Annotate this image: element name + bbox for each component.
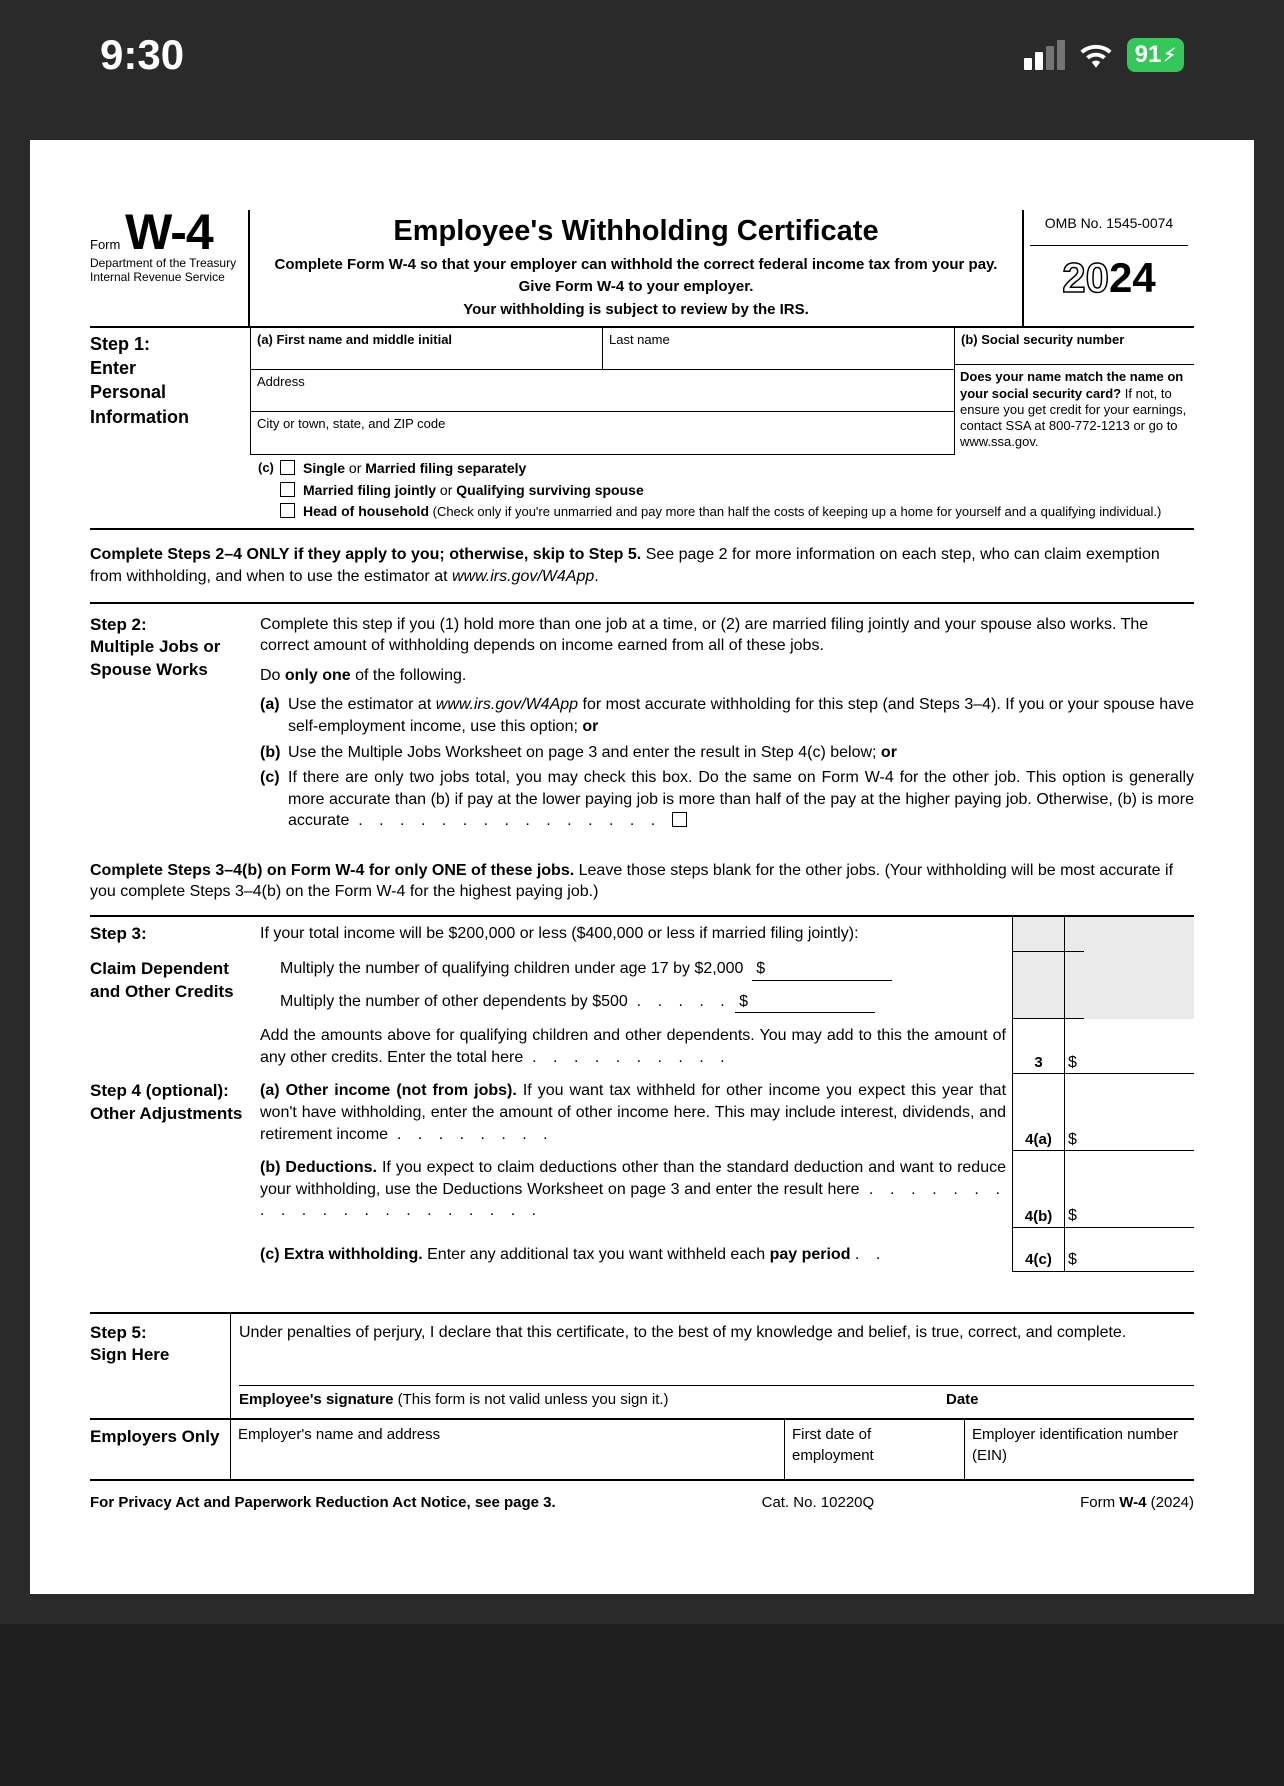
step-4a-row: Step 4 (optional):Other Adjustments (a) … [90, 1074, 1194, 1151]
employer-name-address-field[interactable]: Employer's name and address [230, 1420, 784, 1479]
header-line-2: Give Form W-4 to your employer. [260, 277, 1012, 297]
step-2: Step 2: Multiple Jobs or Spouse Works Co… [90, 604, 1194, 848]
perjury-declaration: Under penalties of perjury, I declare th… [239, 1322, 1194, 1344]
line-4a-num: 4(a) [1012, 1074, 1064, 1151]
charging-icon: ⚡︎ [1163, 45, 1176, 66]
line-4c-dollar: $ [1064, 1228, 1084, 1272]
instruction-steps-2-4: Complete Steps 2–4 ONLY if they apply to… [90, 530, 1194, 603]
step-3-intro-row: Step 3: If your total income will be $20… [90, 917, 1194, 952]
line-4b-amount[interactable] [1084, 1151, 1194, 1228]
form-word: Form [90, 237, 120, 252]
step-3-kids-line: Multiply the number of qualifying childr… [280, 958, 1006, 981]
step-4b-row: (b) Deductions. If you expect to claim d… [90, 1151, 1194, 1228]
step-3-label-2: Claim Dependent and Other Credits [90, 952, 260, 1019]
step-4-label: Step 4 (optional):Other Adjustments [90, 1074, 260, 1151]
step-1: Step 1: Enter Personal Information (a) F… [90, 328, 1194, 530]
c-label: (c) [254, 459, 280, 525]
form-header: Form W-4 Department of the Treasury Inte… [90, 210, 1194, 328]
kids-amount-field[interactable]: $ [752, 958, 892, 981]
step-2-do-only-one: Do only one of the following. [260, 665, 1194, 687]
city-state-zip-field[interactable]: City or town, state, and ZIP code [250, 412, 954, 454]
step-1-fields: (a) First name and middle initial Last n… [250, 328, 954, 455]
step-3-others-line: Multiply the number of other dependents … [280, 991, 1006, 1014]
first-date-employment-field[interactable]: First date of employment [784, 1420, 964, 1479]
filing-single[interactable]: Single or Married filing separately [280, 459, 1190, 478]
step-2-intro: Complete this step if you (1) hold more … [260, 614, 1194, 657]
catalog-number: Cat. No. 10220Q [762, 1493, 875, 1513]
filing-mfj[interactable]: Married filing jointly or Qualifying sur… [280, 481, 1190, 500]
form-footer: For Privacy Act and Paperwork Reduction … [90, 1481, 1194, 1513]
line-3-num: 3 [1012, 1019, 1064, 1074]
battery-percent: 91 [1135, 41, 1162, 69]
checkbox-mfj[interactable] [280, 482, 295, 497]
form-title-block: Employee's Withholding Certificate Compl… [250, 210, 1024, 326]
form-year: 2024 [1030, 250, 1188, 307]
header-line-1: Complete Form W-4 so that your employer … [260, 255, 1012, 275]
line-4c-amount[interactable] [1084, 1228, 1194, 1272]
form-id-block: Form W-4 Department of the Treasury Inte… [90, 210, 250, 326]
step-2-label: Step 2: Multiple Jobs or Spouse Works [90, 614, 260, 836]
form-number: W-4 [125, 204, 213, 260]
last-name-field[interactable]: Last name [602, 328, 954, 369]
wifi-icon [1079, 42, 1113, 68]
line-4c-num: 4(c) [1012, 1228, 1064, 1272]
dept-line-2: Internal Revenue Service [90, 270, 242, 284]
steps-3-4: Step 3: If your total income will be $20… [90, 917, 1194, 1271]
step-3-label: Step 3: [90, 917, 260, 952]
step-3-total-row: Add the amounts above for qualifying chi… [90, 1019, 1194, 1074]
instruction-steps-3-4b: Complete Steps 3–4(b) on Form W-4 for on… [90, 848, 1194, 917]
form-w4-document: Form W-4 Department of the Treasury Inte… [30, 140, 1254, 1594]
step-2-opt-c: (c)If there are only two jobs total, you… [260, 767, 1194, 832]
step-2-opt-a: (a)Use the estimator at www.irs.gov/W4Ap… [260, 694, 1194, 737]
employers-only-label: Employers Only [90, 1420, 230, 1479]
step-2-body: Complete this step if you (1) hold more … [260, 614, 1194, 836]
ein-field[interactable]: Employer identification number (EIN) [964, 1420, 1194, 1479]
omb-year-block: OMB No. 1545-0074 2024 [1024, 210, 1194, 326]
status-time: 9:30 [100, 31, 184, 79]
status-bar: 9:30 91⚡︎ [0, 0, 1284, 110]
line-4b-dollar: $ [1064, 1151, 1084, 1228]
step-2-opt-b: (b)Use the Multiple Jobs Worksheet on pa… [260, 742, 1194, 764]
line-4a-dollar: $ [1064, 1074, 1084, 1151]
first-name-field[interactable]: (a) First name and middle initial [250, 328, 602, 369]
step-3-kids-row: Claim Dependent and Other Credits Multip… [90, 952, 1194, 1019]
step-1-label: Step 1: Enter Personal Information [90, 328, 250, 455]
step-5-label: Step 5: Sign Here [90, 1314, 230, 1419]
name-match-note: Does your name match the name on your so… [955, 365, 1194, 454]
privacy-act-notice: For Privacy Act and Paperwork Reduction … [90, 1493, 556, 1513]
step-4c-row: (c) Extra withholding. Enter any additio… [90, 1228, 1194, 1272]
step-5: Step 5: Sign Here Under penalties of per… [90, 1312, 1194, 1419]
employers-only-row: Employers Only Employer's name and addre… [90, 1418, 1194, 1481]
dept-line-1: Department of the Treasury [90, 256, 242, 270]
step-3-intro: If your total income will be $200,000 or… [260, 917, 1012, 952]
line-3-dollar: $ [1064, 1019, 1084, 1074]
omb-number: OMB No. 1545-0074 [1030, 214, 1188, 246]
signature-date-field[interactable]: Date [934, 1385, 1194, 1410]
battery-indicator: 91⚡︎ [1127, 38, 1184, 72]
checkbox-single[interactable] [280, 460, 295, 475]
form-title: Employee's Withholding Certificate [260, 212, 1012, 251]
status-right: 91⚡︎ [1024, 38, 1184, 72]
cellular-icon [1024, 40, 1065, 70]
filing-hoh[interactable]: Head of household (Check only if you're … [280, 502, 1190, 521]
filing-status-row: (c) Single or Married filing separately … [90, 455, 1194, 529]
line-3-amount[interactable] [1084, 1019, 1194, 1074]
ssn-field[interactable]: (b) Social security number [955, 328, 1194, 366]
checkbox-two-jobs[interactable] [672, 812, 687, 827]
line-4a-amount[interactable] [1084, 1074, 1194, 1151]
address-field[interactable]: Address [250, 370, 954, 412]
others-amount-field[interactable]: $ [735, 991, 875, 1014]
checkbox-hoh[interactable] [280, 503, 295, 518]
document-viewport: Form W-4 Department of the Treasury Inte… [0, 110, 1284, 1624]
step-1-right: (b) Social security number Does your nam… [954, 328, 1194, 455]
header-line-3: Your withholding is subject to review by… [260, 300, 1012, 320]
step-5-body: Under penalties of perjury, I declare th… [230, 1314, 1194, 1419]
employee-signature-field[interactable]: Employee's signature (This form is not v… [239, 1385, 934, 1410]
form-id-footer: Form W-4 (2024) [1080, 1493, 1194, 1513]
line-4b-num: 4(b) [1012, 1151, 1064, 1228]
